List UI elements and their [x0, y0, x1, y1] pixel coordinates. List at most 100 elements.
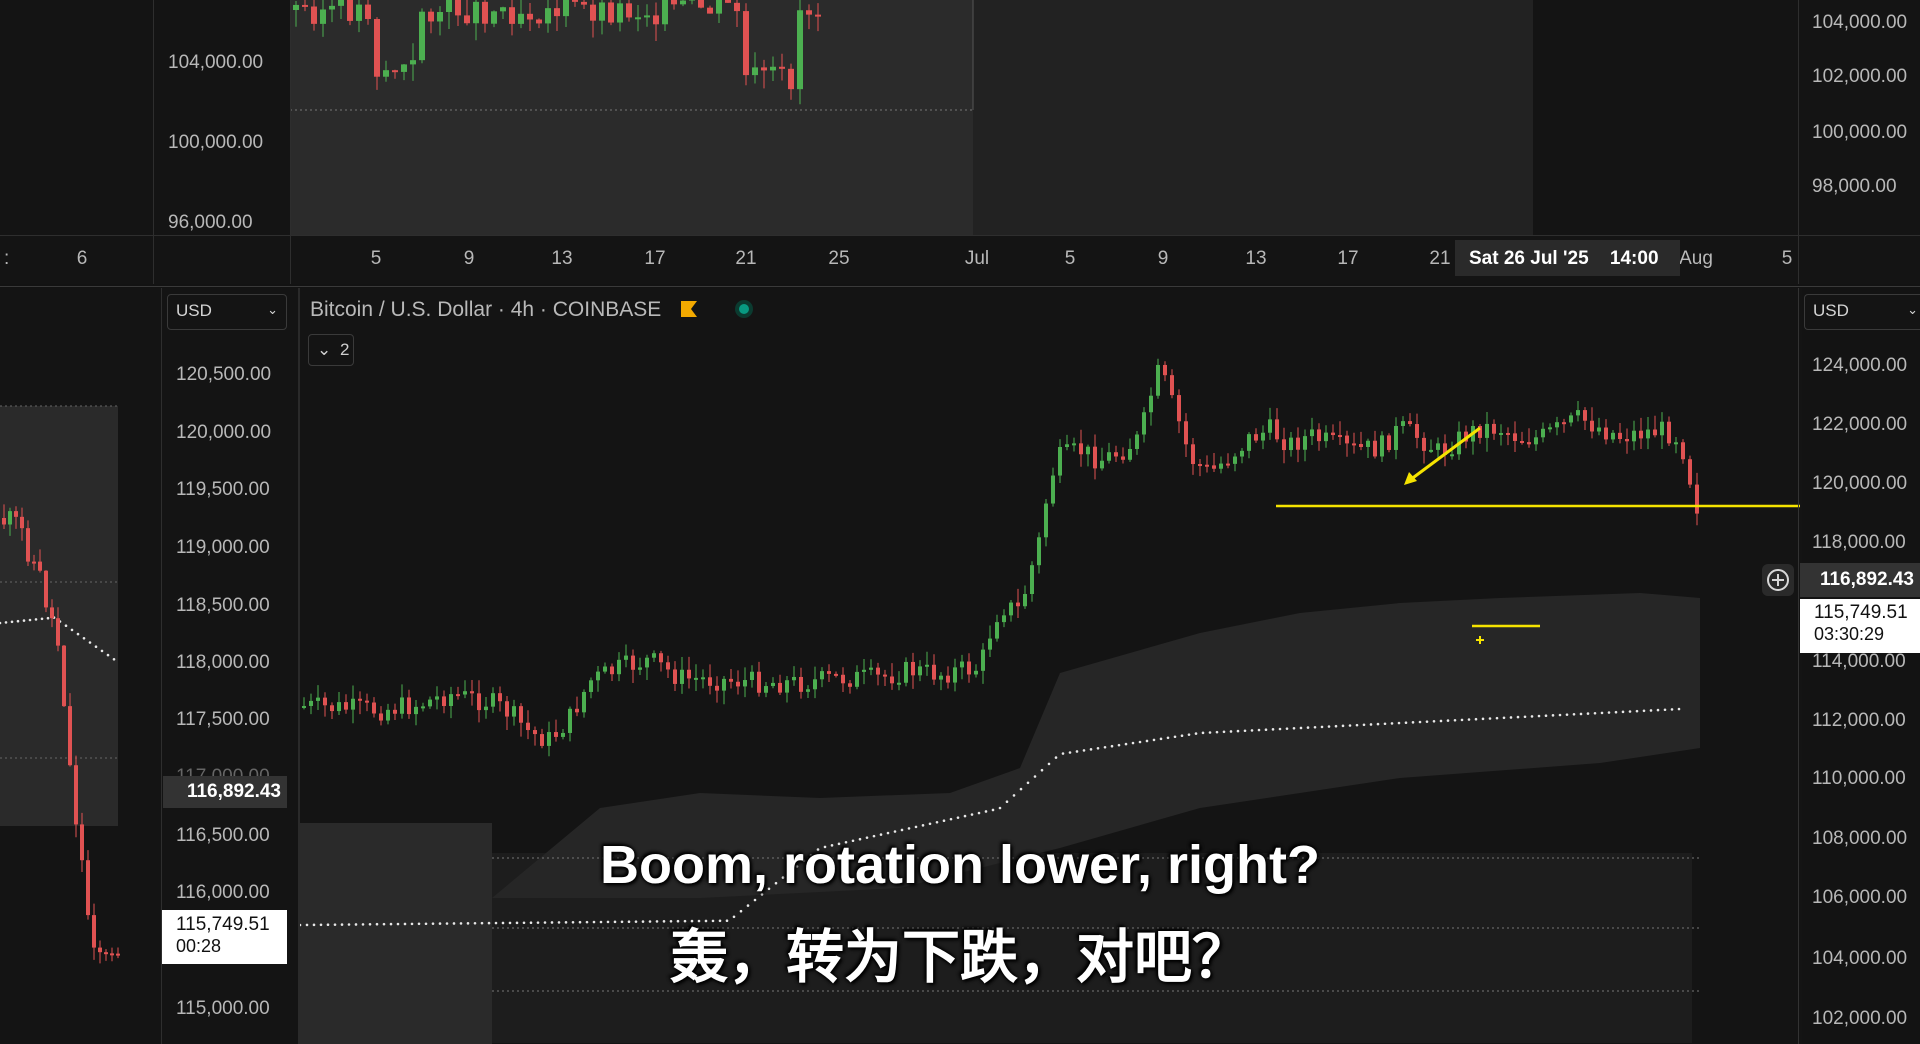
date-label: 13 — [1245, 248, 1267, 269]
candle — [743, 3, 749, 86]
candle — [1534, 430, 1538, 451]
candle — [834, 671, 838, 678]
candle — [1520, 431, 1524, 445]
main-chart-canvas[interactable] — [300, 288, 1800, 1044]
candle — [1324, 425, 1328, 448]
candle — [1107, 442, 1111, 464]
candle — [626, 0, 632, 22]
chevron-down-icon: ⌄ — [267, 302, 278, 317]
top-right-axis-label: 102,000.00 — [1812, 66, 1908, 87]
symbol-legend[interactable]: Bitcoin / U.S. Dollar · 4h · COINBASE — [310, 298, 755, 322]
left-axis-label: 119,000.00 — [176, 537, 270, 558]
candle — [1044, 498, 1048, 547]
candle — [1275, 408, 1279, 443]
flag-icon[interactable] — [679, 299, 699, 319]
candle — [729, 669, 733, 689]
candle — [603, 662, 607, 674]
candle — [1667, 416, 1671, 447]
candle — [1611, 430, 1615, 443]
candle — [1142, 407, 1146, 443]
candle — [1380, 431, 1384, 462]
date-label: 6 — [76, 248, 88, 269]
top-chart-canvas[interactable] — [0, 0, 1920, 240]
candle — [512, 699, 516, 726]
candle — [8, 507, 12, 536]
candle — [673, 661, 677, 691]
right-axis-label: 124,000.00 — [1812, 355, 1908, 376]
candle — [563, 0, 569, 28]
candle — [446, 0, 452, 30]
candle — [1030, 561, 1034, 602]
candle — [862, 659, 866, 685]
left-chart-canvas[interactable] — [0, 288, 160, 1044]
candle — [1373, 430, 1377, 459]
candle — [813, 666, 817, 699]
candle — [330, 702, 334, 720]
candle — [680, 0, 686, 7]
candle — [86, 850, 90, 920]
right-axis-label: 122,000.00 — [1812, 414, 1908, 435]
candle — [1345, 430, 1349, 457]
candle — [518, 0, 524, 29]
right-axis-label: 104,000.00 — [1812, 948, 1908, 969]
candle — [701, 669, 705, 689]
candle — [608, 0, 614, 26]
candle — [1415, 413, 1419, 449]
candle — [311, 0, 317, 31]
candle — [925, 651, 929, 676]
candle — [750, 665, 754, 688]
candle — [953, 658, 957, 692]
candle — [1366, 438, 1370, 458]
candle — [356, 0, 362, 33]
candle — [815, 3, 821, 32]
candle — [666, 655, 670, 678]
candle — [547, 721, 551, 757]
right-axis-label: 120,000.00 — [1812, 473, 1908, 494]
candle — [1590, 407, 1594, 439]
candle — [1401, 416, 1405, 434]
candle — [890, 663, 894, 690]
right-currency-select[interactable]: USD ⌄ — [1804, 294, 1920, 330]
candle — [414, 700, 418, 726]
candle — [770, 56, 776, 82]
candle — [689, 0, 695, 5]
candle — [698, 0, 704, 9]
candle — [309, 693, 313, 715]
candle — [92, 903, 96, 960]
top-left-axis-label: 100,000.00 — [168, 132, 264, 153]
candle — [1128, 438, 1132, 462]
candle — [1191, 438, 1195, 475]
candle — [554, 719, 558, 742]
candle — [610, 663, 614, 682]
candle — [1163, 361, 1167, 382]
candle — [401, 63, 407, 81]
candle — [1331, 424, 1335, 440]
candle — [869, 659, 873, 676]
candle — [778, 674, 782, 696]
plus-circle-icon[interactable] — [1762, 564, 1794, 596]
candle — [1268, 407, 1272, 440]
candle — [320, 0, 326, 37]
candle — [883, 669, 887, 687]
candle — [1205, 455, 1209, 473]
candle — [533, 726, 537, 746]
indicator-collapse-button[interactable]: ⌄ 2 — [308, 334, 354, 366]
candle — [974, 664, 978, 678]
candle — [799, 667, 803, 699]
candle — [1527, 428, 1531, 448]
top-right-axis-label: 104,000.00 — [1812, 12, 1908, 33]
candle — [1282, 427, 1286, 464]
left-chart-panel: USD ⌄ 120,500.00 120,000.00 119,500.00 1… — [0, 288, 298, 1044]
candle — [338, 0, 344, 20]
candle — [44, 570, 48, 613]
candle — [316, 685, 320, 710]
candle — [707, 5, 713, 14]
candle — [527, 3, 533, 31]
candle — [464, 0, 470, 26]
candle — [358, 691, 362, 715]
left-currency-select[interactable]: USD ⌄ — [167, 294, 287, 330]
date-label: 17 — [1337, 248, 1359, 269]
candle — [428, 696, 432, 709]
annotations — [1276, 426, 1800, 644]
date-label: 9 — [463, 248, 475, 269]
